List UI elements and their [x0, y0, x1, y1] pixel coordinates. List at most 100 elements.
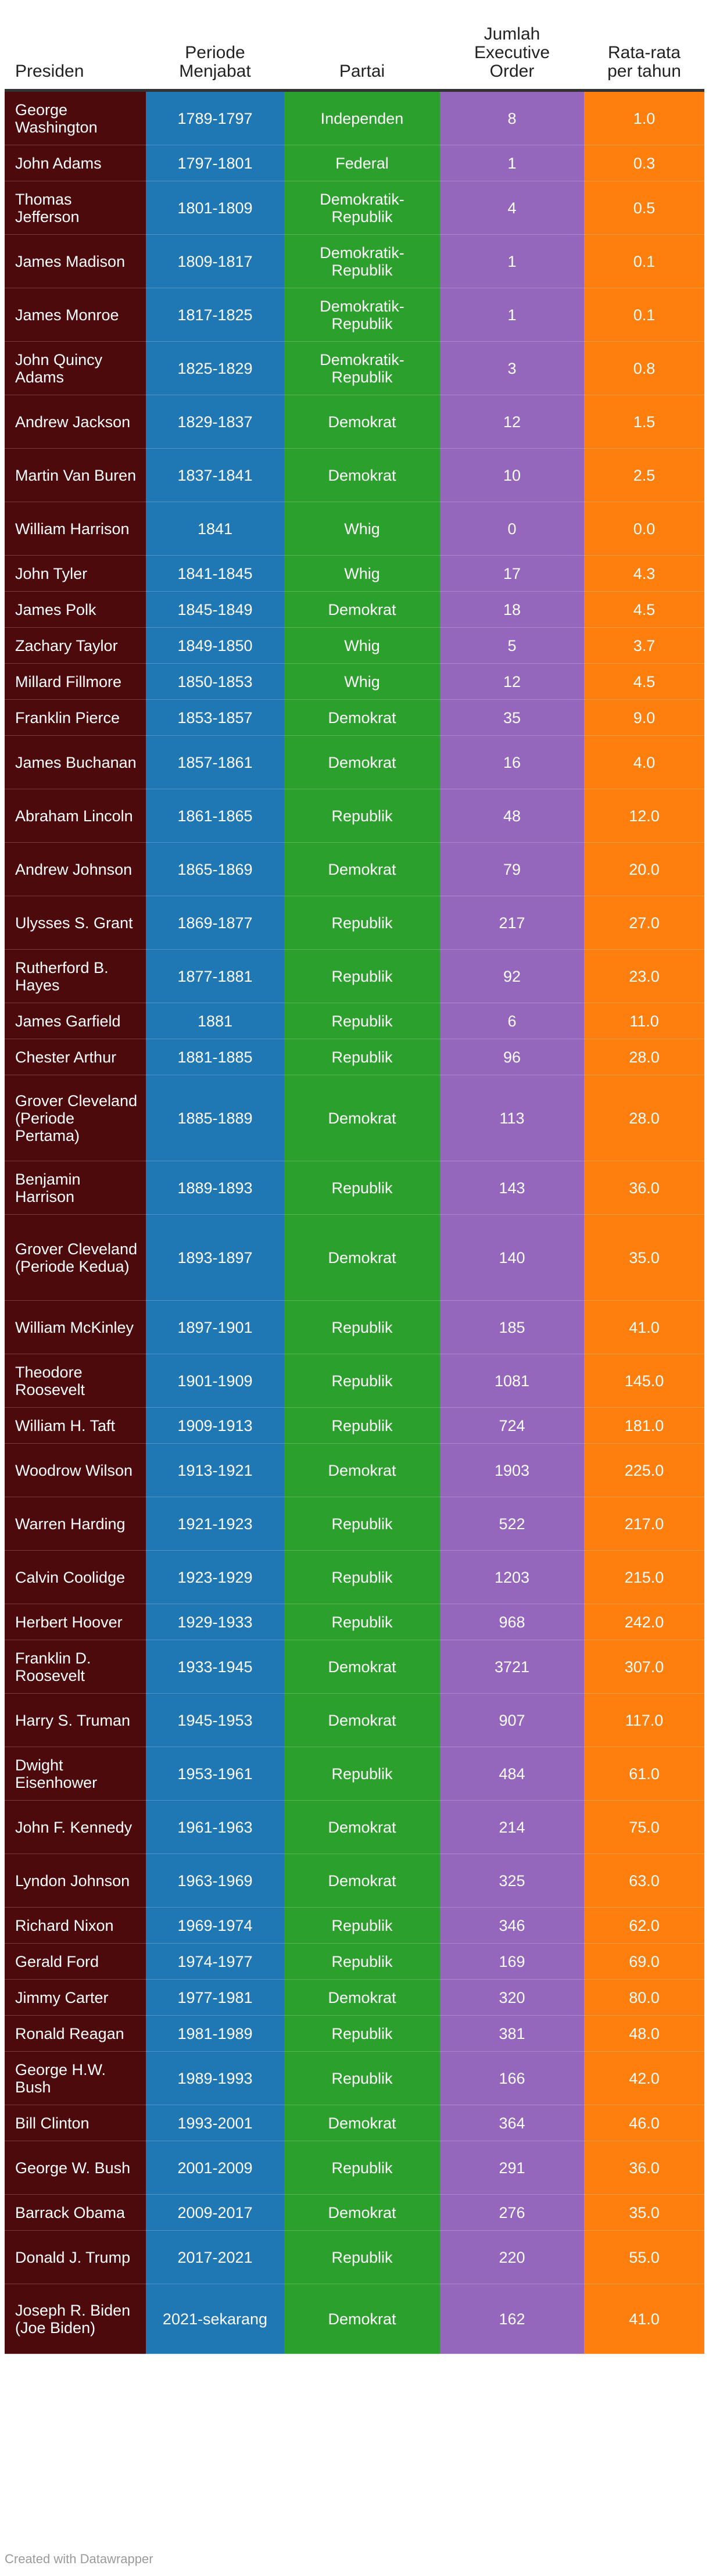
- period-cell: 1837-1841: [146, 449, 284, 502]
- president-cell: James Monroe: [5, 288, 146, 342]
- party-cell: Demokratik-Republik: [284, 235, 440, 288]
- table-row: Theodore Roosevelt 1901-1909 Republik 1081 1…: [5, 1354, 704, 1408]
- party-cell: Republik: [284, 1497, 440, 1551]
- table-row: James Buchanan 1857-1861 Demokrat 16 4.0: [5, 736, 704, 789]
- period-cell: 1974-1977: [146, 1944, 284, 1980]
- average-cell: 20.0: [584, 843, 704, 896]
- period-cell: 1885-1889: [146, 1075, 284, 1161]
- president-cell: James Polk: [5, 592, 146, 628]
- orders-cell: 1081: [440, 1354, 584, 1408]
- period-cell: 1841: [146, 502, 284, 556]
- president-cell: Woodrow Wilson: [5, 1444, 146, 1497]
- orders-cell: 6: [440, 1003, 584, 1039]
- orders-cell: 3: [440, 342, 584, 395]
- president-cell: Thomas Jefferson: [5, 181, 146, 235]
- table-row: Franklin Pierce 1853-1857 Demokrat 35 9.0: [5, 700, 704, 736]
- table-row: George W. Bush 2001-2009 Republik 291 36.0: [5, 2141, 704, 2195]
- party-cell: Republik: [284, 1604, 440, 1640]
- party-cell: Demokrat: [284, 1694, 440, 1747]
- average-cell: 0.3: [584, 145, 704, 181]
- president-cell: John Quincy Adams: [5, 342, 146, 395]
- party-cell: Republik: [284, 1551, 440, 1604]
- average-cell: 69.0: [584, 1944, 704, 1980]
- average-cell: 28.0: [584, 1039, 704, 1075]
- orders-cell: 96: [440, 1039, 584, 1075]
- party-cell: Republik: [284, 1354, 440, 1408]
- period-cell: 1829-1837: [146, 395, 284, 449]
- party-cell: Demokrat: [284, 2195, 440, 2231]
- party-cell: Demokrat: [284, 1075, 440, 1161]
- orders-cell: 12: [440, 664, 584, 700]
- table-row: James Garfield 1881 Republik 6 11.0: [5, 1003, 704, 1039]
- orders-cell: 381: [440, 2016, 584, 2052]
- average-cell: 4.3: [584, 556, 704, 592]
- average-cell: 215.0: [584, 1551, 704, 1604]
- period-cell: 1909-1913: [146, 1408, 284, 1444]
- table-row: Millard Fillmore 1850-1853 Whig 12 4.5: [5, 664, 704, 700]
- president-cell: Andrew Johnson: [5, 843, 146, 896]
- average-cell: 36.0: [584, 2141, 704, 2195]
- president-cell: Jimmy Carter: [5, 1980, 146, 2016]
- table-row: John F. Kennedy 1961-1963 Demokrat 214 75.0: [5, 1801, 704, 1854]
- president-cell: Ronald Reagan: [5, 2016, 146, 2052]
- header-jumlah-executive-order[interactable]: Jumlah Executive Order: [474, 24, 550, 81]
- average-cell: 4.5: [584, 592, 704, 628]
- president-cell: Abraham Lincoln: [5, 789, 146, 843]
- party-cell: Demokratik-Republik: [284, 288, 440, 342]
- party-cell: Demokrat: [284, 395, 440, 449]
- table-row: Richard Nixon 1969-1974 Republik 346 62.0: [5, 1908, 704, 1944]
- average-cell: 42.0: [584, 2052, 704, 2105]
- average-cell: 55.0: [584, 2231, 704, 2284]
- average-cell: 48.0: [584, 2016, 704, 2052]
- period-cell: 1913-1921: [146, 1444, 284, 1497]
- period-cell: 1961-1963: [146, 1801, 284, 1854]
- header-partai[interactable]: Partai: [339, 62, 385, 81]
- table-row: Herbert Hoover 1929-1933 Republik 968 242.0: [5, 1604, 704, 1640]
- party-cell: Republik: [284, 789, 440, 843]
- president-cell: James Garfield: [5, 1003, 146, 1039]
- president-cell: Gerald Ford: [5, 1944, 146, 1980]
- table-row: Barrack Obama 2009-2017 Demokrat 276 35.0: [5, 2195, 704, 2231]
- average-cell: 36.0: [584, 1161, 704, 1215]
- table-body: George Washington 1789-1797 Independen 8 1.0…: [5, 92, 704, 2354]
- table-row: Andrew Jackson 1829-1837 Demokrat 12 1.5: [5, 395, 704, 449]
- party-cell: Demokrat: [284, 1980, 440, 2016]
- party-cell: Republik: [284, 1039, 440, 1075]
- president-cell: Chester Arthur: [5, 1039, 146, 1075]
- party-cell: Republik: [284, 1301, 440, 1354]
- table-row: Donald J. Trump 2017-2021 Republik 220 55.0: [5, 2231, 704, 2284]
- header-periode-menjabat[interactable]: Periode Menjabat: [179, 43, 251, 81]
- period-cell: 1953-1961: [146, 1747, 284, 1801]
- table-row: James Polk 1845-1849 Demokrat 18 4.5: [5, 592, 704, 628]
- period-cell: 1977-1981: [146, 1980, 284, 2016]
- average-cell: 217.0: [584, 1497, 704, 1551]
- table-row: Martin Van Buren 1837-1841 Demokrat 10 2.5: [5, 449, 704, 502]
- period-cell: 1893-1897: [146, 1215, 284, 1301]
- table-row: John Quincy Adams 1825-1829 Demokratik-Rep…: [5, 342, 704, 395]
- president-cell: John Adams: [5, 145, 146, 181]
- orders-cell: 325: [440, 1854, 584, 1908]
- orders-cell: 166: [440, 2052, 584, 2105]
- president-cell: Herbert Hoover: [5, 1604, 146, 1640]
- average-cell: 117.0: [584, 1694, 704, 1747]
- party-cell: Whig: [284, 628, 440, 664]
- period-cell: 1849-1850: [146, 628, 284, 664]
- table-row: Gerald Ford 1974-1977 Republik 169 69.0: [5, 1944, 704, 1980]
- average-cell: 27.0: [584, 896, 704, 950]
- table-row: William McKinley 1897-1901 Republik 185 41.0: [5, 1301, 704, 1354]
- orders-cell: 92: [440, 950, 584, 1003]
- table-row: Jimmy Carter 1977-1981 Demokrat 320 80.0: [5, 1980, 704, 2016]
- president-cell: Grover Cleveland (Periode Pertama): [5, 1075, 146, 1161]
- president-cell: Lyndon Johnson: [5, 1854, 146, 1908]
- header-rata-rata-per-tahun[interactable]: Rata-rata per tahun: [607, 43, 681, 81]
- period-cell: 1865-1869: [146, 843, 284, 896]
- average-cell: 41.0: [584, 1301, 704, 1354]
- header-presiden[interactable]: Presiden: [15, 62, 84, 81]
- president-cell: William McKinley: [5, 1301, 146, 1354]
- party-cell: Demokrat: [284, 700, 440, 736]
- president-cell: Rutherford B. Hayes: [5, 950, 146, 1003]
- orders-cell: 276: [440, 2195, 584, 2231]
- party-cell: Republik: [284, 1747, 440, 1801]
- datawrapper-credit[interactable]: Created with Datawrapper: [5, 2552, 153, 2566]
- average-cell: 75.0: [584, 1801, 704, 1854]
